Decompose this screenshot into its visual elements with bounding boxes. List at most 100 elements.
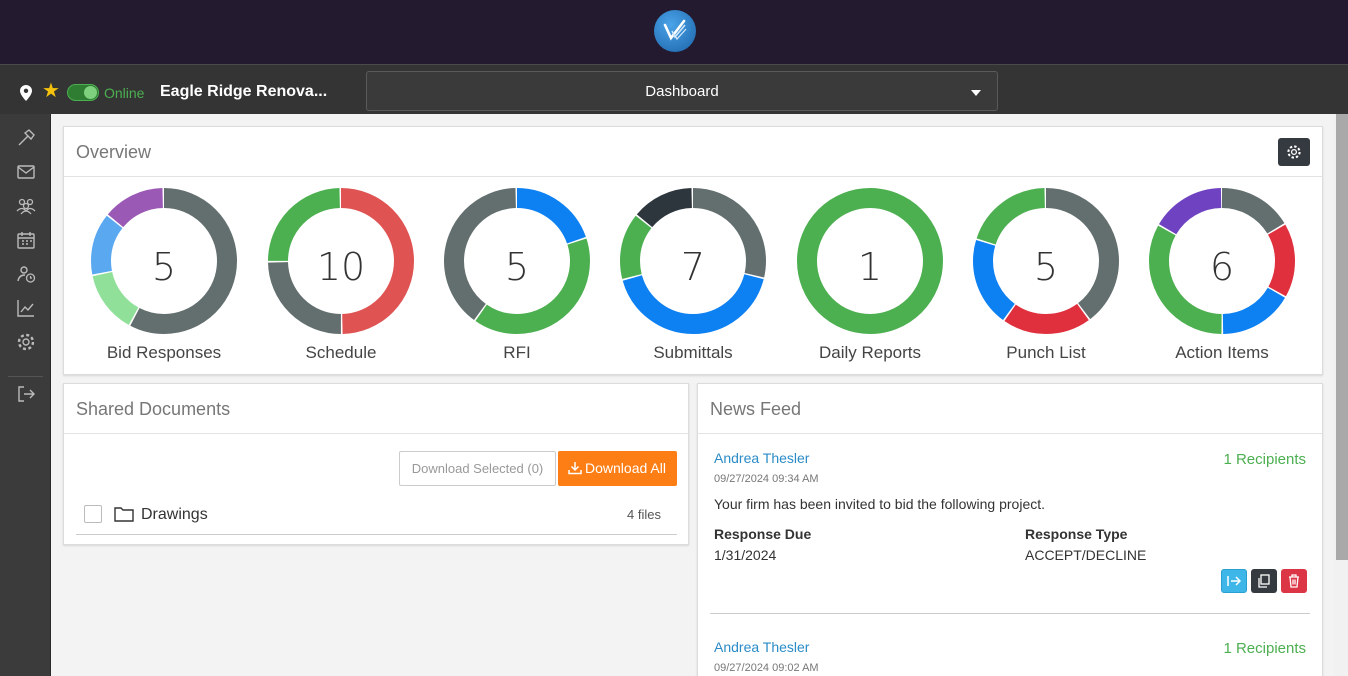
forward-button[interactable]: [1221, 569, 1247, 593]
donut-label[interactable]: Action Items: [1175, 343, 1269, 362]
donut-segment[interactable]: [1149, 188, 1295, 334]
donut-label[interactable]: Submittals: [653, 343, 733, 362]
donut-segment[interactable]: [1149, 188, 1295, 334]
document-checkbox[interactable]: [84, 505, 102, 523]
feed-timestamp: 09/27/2024 09:34 AM: [714, 473, 819, 485]
document-name[interactable]: Drawings: [141, 506, 208, 523]
donut-segment[interactable]: [973, 188, 1119, 334]
donut-chart-submittals[interactable]: [619, 187, 767, 335]
donut-segment[interactable]: [1149, 188, 1295, 334]
donut-segment[interactable]: [268, 188, 414, 334]
response-due-value: 1/31/2024: [714, 547, 777, 563]
forward-icon: [1227, 576, 1241, 586]
download-selected-button[interactable]: Download Selected (0): [399, 451, 556, 486]
feed-author[interactable]: Andrea Thesler: [714, 450, 810, 466]
news-feed-title: News Feed: [710, 399, 802, 419]
page-scrollbar-thumb[interactable]: [1336, 114, 1348, 560]
shared-documents-header: Shared Documents: [64, 384, 688, 434]
download-all-button[interactable]: Download All: [558, 451, 677, 486]
download-icon: [568, 462, 582, 475]
donut-chart-daily-reports[interactable]: [796, 187, 944, 335]
feed-item: Andrea Thesler 1 Recipients 09/27/2024 0…: [710, 637, 1310, 676]
feed-recipients[interactable]: 1 Recipients: [1223, 451, 1306, 468]
feed-timestamp: 09/27/2024 09:02 AM: [714, 662, 819, 674]
project-name[interactable]: Eagle Ridge Renova...: [160, 83, 328, 100]
donut-count: 10: [316, 245, 366, 289]
donut-count: 5: [504, 245, 530, 289]
copy-icon: [1258, 574, 1270, 588]
donut-segment[interactable]: [444, 188, 590, 334]
location-pin-icon[interactable]: [20, 85, 32, 101]
donut-count: 7: [680, 245, 706, 289]
user-clock-icon[interactable]: [16, 264, 36, 284]
feed-item: Andrea Thesler 1 Recipients 09/27/2024 0…: [710, 448, 1310, 598]
donut-chart-punch-list[interactable]: [972, 187, 1120, 335]
donut-label[interactable]: Schedule: [305, 343, 377, 362]
app-logo[interactable]: [654, 10, 696, 52]
overview-card: Overview 5 Bid Responses 10 Schedule 5 RFI 7 Su…: [63, 126, 1323, 375]
overview-header: Overview: [64, 127, 1322, 177]
logout-icon[interactable]: [16, 384, 36, 404]
donut-count: 5: [151, 245, 177, 289]
donut-chart-bid-responses[interactable]: [90, 187, 238, 335]
overview-title: Overview: [76, 142, 152, 162]
folder-icon: [114, 507, 134, 522]
sidebar: [0, 114, 51, 676]
top-bar: [0, 0, 1348, 64]
donut-label[interactable]: Daily Reports: [818, 343, 922, 362]
online-status: Online: [104, 85, 145, 101]
news-feed-header: News Feed: [698, 384, 1322, 434]
donut-segment[interactable]: [797, 188, 943, 334]
donut-chart-action-items[interactable]: [1148, 187, 1296, 335]
donut-chart-schedule[interactable]: [267, 187, 415, 335]
donut-label[interactable]: Bid Responses: [106, 343, 222, 362]
sidebar-divider: [8, 376, 43, 377]
donut-segment[interactable]: [91, 188, 237, 334]
copy-button[interactable]: [1251, 569, 1277, 593]
gear-icon: [1287, 145, 1301, 159]
donut-segment[interactable]: [620, 188, 766, 334]
response-type-label: Response Type: [1025, 526, 1128, 542]
view-selector[interactable]: Dashboard: [366, 71, 998, 111]
trash-icon: [1289, 574, 1299, 588]
response-type-value: ACCEPT/DECLINE: [1025, 547, 1147, 563]
news-feed-card: News Feed Andrea Thesler 1 Recipients 09…: [697, 383, 1323, 676]
donut-segment[interactable]: [973, 188, 1119, 334]
gear-icon[interactable]: [16, 332, 36, 352]
donut-count: 5: [1033, 245, 1059, 289]
donut-segment[interactable]: [973, 188, 1119, 334]
shared-documents-title: Shared Documents: [76, 399, 231, 419]
donut-count: 6: [1209, 245, 1235, 289]
chart-icon[interactable]: [16, 298, 36, 318]
donut-segment[interactable]: [91, 188, 237, 334]
overview-settings-button[interactable]: [1278, 138, 1310, 166]
feed-recipients[interactable]: 1 Recipients: [1223, 640, 1306, 657]
document-row[interactable]: Drawings 4 files: [76, 496, 677, 535]
calendar-icon[interactable]: [16, 230, 36, 250]
chevron-down-icon: [971, 90, 981, 96]
feed-divider: [710, 613, 1310, 614]
delete-button[interactable]: [1281, 569, 1307, 593]
donut-segment[interactable]: [444, 188, 590, 334]
logo-mark-icon: [663, 19, 687, 41]
feed-author[interactable]: Andrea Thesler: [714, 639, 810, 655]
users-icon[interactable]: [16, 196, 36, 216]
favorite-star-icon[interactable]: ★: [42, 80, 60, 102]
donut-label[interactable]: Punch List: [1006, 343, 1086, 362]
view-selector-label: Dashboard: [645, 83, 719, 100]
shared-documents-card: Shared Documents Download Selected (0) D…: [63, 383, 689, 545]
donut-segment[interactable]: [444, 188, 590, 334]
donut-count: 1: [857, 245, 883, 289]
donut-segment[interactable]: [620, 188, 766, 334]
document-file-count: 4 files: [627, 507, 661, 522]
hammer-icon[interactable]: [16, 128, 36, 148]
online-toggle[interactable]: [67, 84, 99, 101]
mail-icon[interactable]: [16, 162, 36, 182]
donut-segment[interactable]: [620, 188, 766, 334]
donut-label[interactable]: RFI: [503, 343, 531, 362]
response-due-label: Response Due: [714, 526, 812, 542]
feed-message: Your firm has been invited to bid the fo…: [714, 496, 1046, 512]
donut-chart-rfi[interactable]: [443, 187, 591, 335]
download-all-label: Download All: [585, 460, 666, 476]
project-bar: ★ Online Eagle Ridge Renova... Dashboard: [0, 64, 1348, 114]
